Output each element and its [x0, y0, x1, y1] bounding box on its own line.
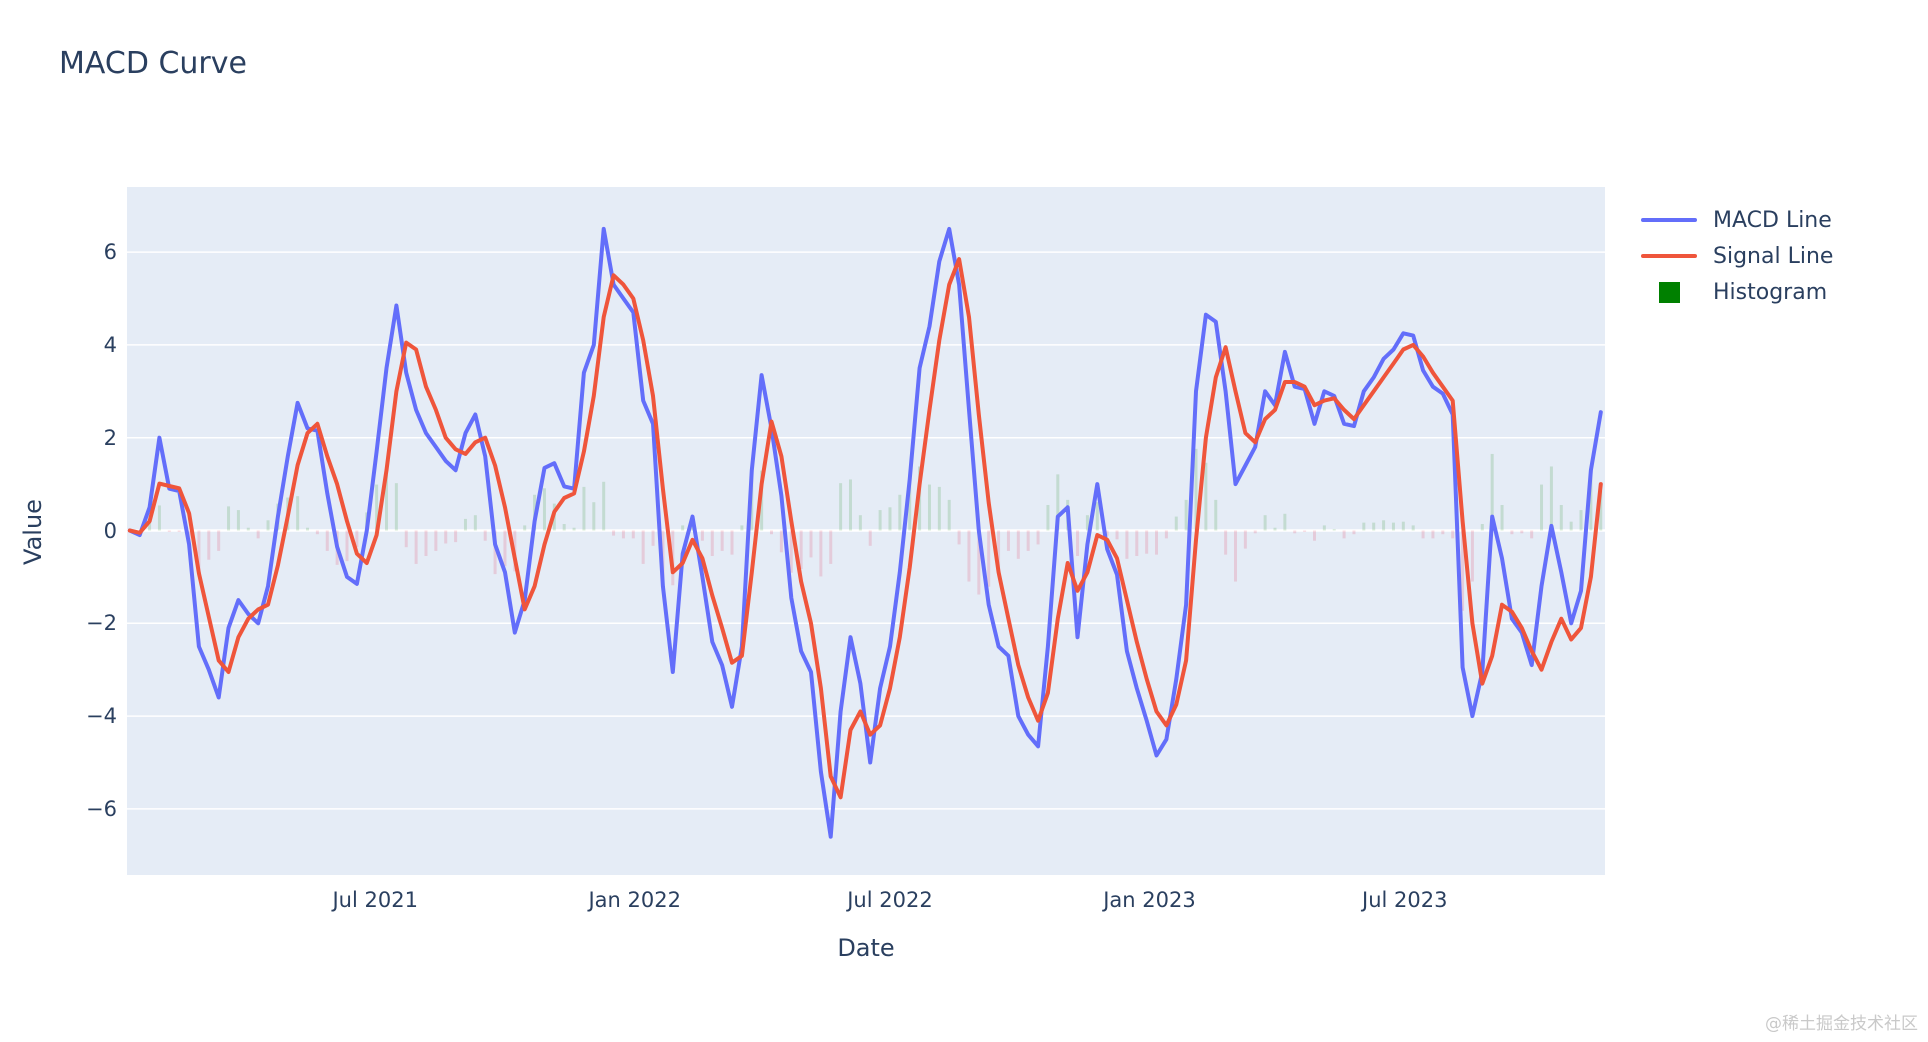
x-tick-label: Jul 2023 — [1362, 888, 1448, 912]
x-tick-label: Jan 2023 — [1103, 888, 1196, 912]
x-tick-label: Jul 2021 — [332, 888, 418, 912]
y-tick-label: 0 — [103, 518, 117, 543]
legend-item-macd-line[interactable]: MACD Line — [1641, 202, 1833, 238]
y-tick-label: −4 — [86, 704, 117, 729]
legend-label: Histogram — [1713, 279, 1828, 305]
watermark: @稀土掘金技术社区 — [1765, 1014, 1918, 1034]
legend-item-histogram[interactable]: Histogram — [1641, 274, 1833, 310]
macd-line-swatch-icon — [1641, 218, 1703, 222]
legend: MACD Line Signal Line Histogram — [1641, 202, 1833, 310]
y-tick-label: 6 — [103, 240, 117, 265]
histogram-swatch-icon — [1641, 281, 1703, 303]
y-tick-label: 4 — [103, 332, 117, 357]
y-axis-title: Value — [19, 499, 47, 565]
x-axis-title: Date — [837, 934, 895, 962]
legend-label: Signal Line — [1713, 243, 1834, 269]
x-tick-label: Jul 2022 — [847, 888, 933, 912]
y-tick-label: −2 — [86, 611, 117, 636]
signal-line-swatch-icon — [1641, 254, 1703, 258]
plot-area[interactable] — [127, 187, 1605, 875]
macd-chart-canvas — [127, 226, 1605, 839]
chart-title: MACD Curve — [59, 46, 247, 81]
legend-label: MACD Line — [1713, 207, 1832, 233]
y-tick-label: 2 — [103, 425, 117, 450]
y-tick-label: −6 — [86, 796, 117, 821]
legend-item-signal-line[interactable]: Signal Line — [1641, 238, 1833, 274]
x-tick-label: Jan 2022 — [588, 888, 681, 912]
